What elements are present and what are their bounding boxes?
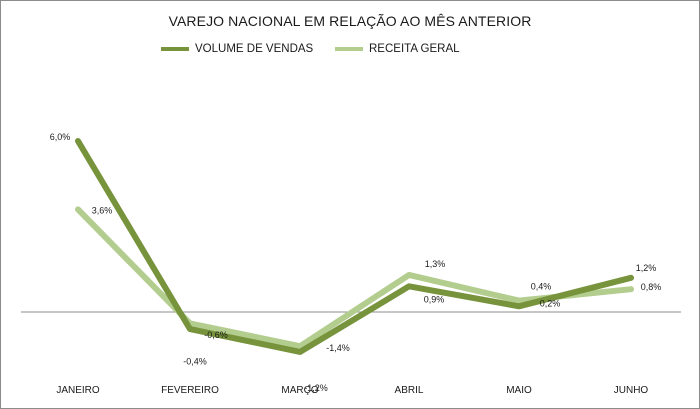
series-line-volume: [75, 138, 634, 355]
data-label-volume: 1,2%: [636, 263, 657, 273]
data-label-receita: 3,6%: [92, 205, 113, 215]
data-label-volume: 0,9%: [424, 294, 445, 304]
data-label-receita: 1,3%: [425, 259, 446, 269]
data-label-volume: -0,6%: [204, 330, 228, 340]
legend-label-volume: VOLUME DE VENDAS: [195, 43, 314, 55]
data-label-receita: 0,4%: [531, 282, 552, 292]
x-tick-label: ABRIL: [395, 385, 424, 396]
chart-title: VAREJO NACIONAL EM RELAÇÃO AO MÊS ANTERI…: [168, 13, 532, 29]
x-tick-label: JANEIRO: [56, 385, 100, 396]
x-tick-label: MAIO: [506, 385, 532, 396]
data-label-volume: 6,0%: [50, 132, 71, 142]
x-tick-label: FEVEREIRO: [161, 385, 219, 396]
x-tick-label: MARÇO: [281, 385, 318, 396]
legend-item-volume: VOLUME DE VENDAS: [161, 43, 313, 55]
legend-label-receita: RECEITA GERAL: [369, 43, 460, 55]
data-label-volume: 0,2%: [540, 298, 561, 308]
legend-item-receita: RECEITA GERAL: [335, 43, 460, 55]
data-label-receita: 0,8%: [641, 282, 662, 292]
data-label-volume: -1,4%: [326, 343, 350, 353]
chart-legend: VOLUME DE VENDAS RECEITA GERAL: [1, 43, 699, 59]
data-label-receita: -1,2%: [304, 383, 328, 393]
data-label-receita: -0,4%: [183, 356, 207, 366]
legend-swatch-volume: [161, 47, 189, 51]
legend-swatch-receita: [335, 47, 363, 51]
x-tick-label: JUNHO: [614, 385, 649, 396]
